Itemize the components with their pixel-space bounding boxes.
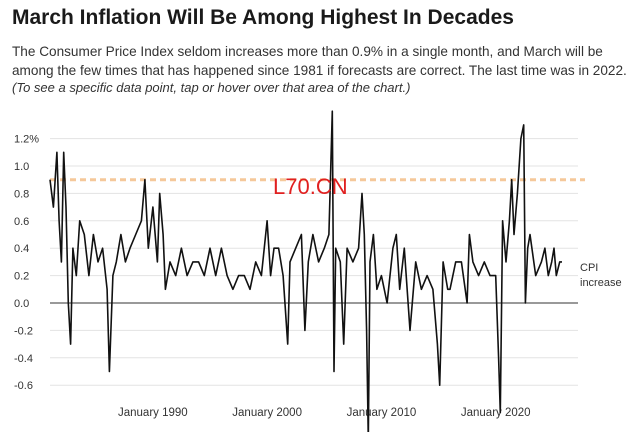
x-tick-label: January 2020 <box>461 407 531 419</box>
chart-subtitle: The Consumer Price Index seldom increase… <box>12 44 627 78</box>
x-tick-label: January 1990 <box>118 407 188 419</box>
y-tick-label: 1.0 <box>14 161 29 173</box>
chart-title: March Inflation Will Be Among Highest In… <box>12 6 514 29</box>
y-tick-label: 0.8 <box>14 188 29 200</box>
series-label-line2: increase <box>580 277 622 289</box>
x-axis-ticks: January 1990 January 2000 January 2010 Janu… <box>118 407 531 419</box>
y-tick-label: 0.4 <box>14 243 29 255</box>
y-tick-label: -0.6 <box>14 380 33 392</box>
x-tick-label: January 2000 <box>232 407 302 419</box>
y-tick-label: 0.6 <box>14 216 29 228</box>
y-axis-ticks: 1.2% 1.0 0.8 0.6 0.4 0.2 0.0 -0.2 -0.4 -0.6 <box>14 134 39 393</box>
series-line-cpi[interactable] <box>49 110 562 432</box>
y-tick-label: 0.0 <box>14 298 29 310</box>
y-tick-label: 1.2% <box>14 134 39 146</box>
series-label-line1: CPI <box>580 262 598 274</box>
y-tick-label: 0.2 <box>14 271 29 283</box>
chart-note: (To see a specific data point, tap or ho… <box>12 80 411 95</box>
y-tick-label: -0.4 <box>14 353 33 365</box>
x-tick-label: January 2010 <box>347 407 417 419</box>
watermark: L70.CN <box>273 174 348 199</box>
y-tick-label: -0.2 <box>14 325 33 337</box>
